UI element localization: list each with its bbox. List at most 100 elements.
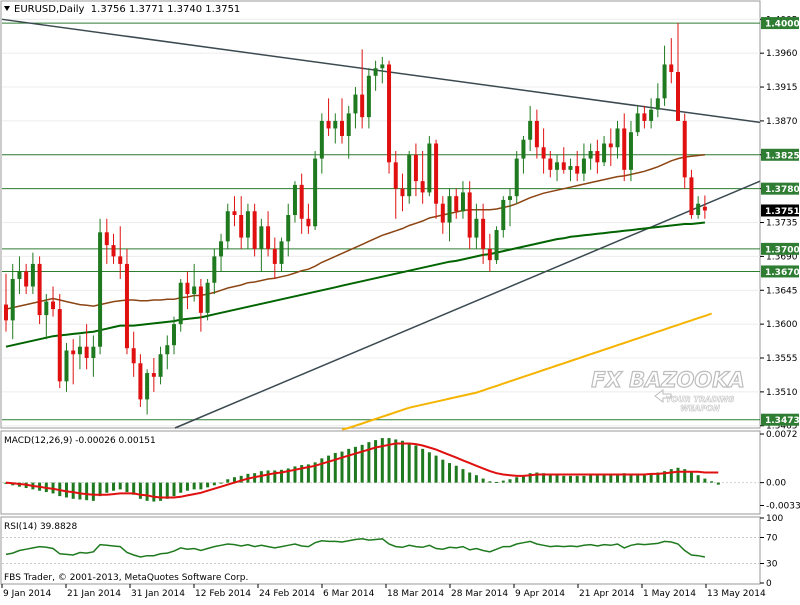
candle-body [212, 256, 216, 282]
macd-histogram-bar [448, 463, 451, 483]
macd-histogram-bar [347, 449, 350, 483]
candle-body [414, 155, 418, 181]
macd-tick-label: 0.00 [766, 479, 786, 489]
candle-body [441, 204, 445, 223]
macd-histogram-bar [367, 442, 370, 483]
macd-histogram-bar [65, 483, 68, 498]
candle-body [206, 283, 210, 313]
macd-histogram-bar [421, 449, 424, 483]
macd-histogram-bar [394, 439, 397, 482]
candle [125, 249, 129, 354]
candle [253, 204, 257, 257]
macd-histogram-bar [226, 479, 229, 482]
candle-body [380, 64, 384, 68]
candle-body [609, 143, 613, 147]
macd-histogram-bar [495, 482, 498, 483]
candle-body [64, 350, 68, 381]
price-tick-label: 1.3645 [766, 286, 798, 296]
macd-histogram-bar [455, 466, 458, 483]
macd-histogram-bar [125, 483, 128, 492]
rsi-title: RSI(14) 39.8828 [4, 522, 77, 532]
candle-body [152, 373, 156, 377]
candle-body [58, 309, 62, 381]
macd-histogram-bar [636, 475, 639, 483]
candle-body [575, 166, 579, 174]
macd-histogram-bar [435, 456, 438, 483]
macd-histogram-bar [199, 483, 202, 490]
candle-body [622, 128, 626, 169]
macd-histogram-bar [193, 483, 196, 490]
candle [38, 256, 42, 324]
candle-body [642, 113, 646, 121]
macd-histogram-bar [461, 469, 464, 483]
macd-histogram-bar [334, 453, 337, 483]
candle [179, 279, 183, 332]
candle-body [595, 151, 599, 162]
candle-body [347, 113, 351, 136]
candle-body [555, 162, 559, 170]
candle-body [306, 219, 310, 227]
candle-body [172, 324, 176, 345]
candle-body [132, 348, 136, 363]
macd-histogram-bar [213, 483, 216, 486]
candle-body [562, 162, 566, 170]
price-level-label: 1.3780 [765, 185, 800, 195]
candle-body [528, 121, 532, 140]
macd-histogram-bar [408, 443, 411, 483]
macd-histogram-bar [502, 481, 505, 483]
time-tick-label: 31 Jan 2014 [131, 589, 185, 599]
macd-histogram-bar [146, 483, 149, 501]
time-tick-label: 9 Jan 2014 [3, 589, 51, 599]
macd-histogram-bar [677, 468, 680, 483]
candle-body [589, 151, 593, 159]
candle-body [31, 264, 35, 287]
candle-body [138, 363, 142, 399]
macd-histogram-bar [482, 479, 485, 483]
symbol-header: EURUSD,Daily 1.3756 1.3771 1.3740 1.3751 [14, 4, 240, 15]
watermark-brand: FX BAZOOKA [591, 368, 745, 392]
candle [387, 61, 391, 174]
candle-body [535, 121, 539, 147]
macd-histogram-bar [670, 469, 673, 483]
candle-body [179, 283, 183, 324]
macd-histogram-bar [697, 475, 700, 482]
candle-body [192, 287, 196, 295]
macd-histogram-bar [596, 475, 599, 483]
candle-body [78, 347, 82, 355]
macd-histogram-bar [354, 447, 357, 483]
candle-body [434, 143, 438, 203]
candle-body [421, 181, 425, 192]
macd-histogram-bar [710, 481, 713, 482]
time-tick-label: 6 Mar 2014 [323, 589, 375, 599]
macd-histogram-bar [509, 479, 512, 482]
macd-histogram-bar [629, 475, 632, 483]
candle-body [85, 347, 89, 358]
candle-body [427, 143, 431, 192]
candle-body [649, 110, 653, 121]
candle-body [448, 196, 452, 222]
candle-body [320, 121, 324, 159]
macd-histogram-bar [381, 438, 384, 483]
candle-body [676, 72, 680, 121]
candle-body [663, 64, 667, 98]
candle-body [374, 68, 378, 76]
candle-body [259, 226, 263, 249]
candle-body [367, 76, 371, 117]
candle-body [239, 215, 243, 238]
candle-body [333, 121, 337, 129]
candle-body [159, 354, 163, 377]
candle [495, 226, 499, 264]
price-tick-label: 1.3915 [766, 83, 798, 93]
candle-body [515, 159, 519, 197]
candle-body [286, 215, 290, 241]
candle-body [273, 249, 277, 264]
time-tick-label: 9 Apr 2014 [515, 589, 565, 599]
macd-histogram-bar [139, 483, 142, 499]
candle-body [407, 155, 411, 196]
candle-body [300, 185, 304, 219]
candle-body [360, 95, 364, 118]
macd-histogram-bar [414, 446, 417, 483]
candle-body [4, 305, 8, 321]
